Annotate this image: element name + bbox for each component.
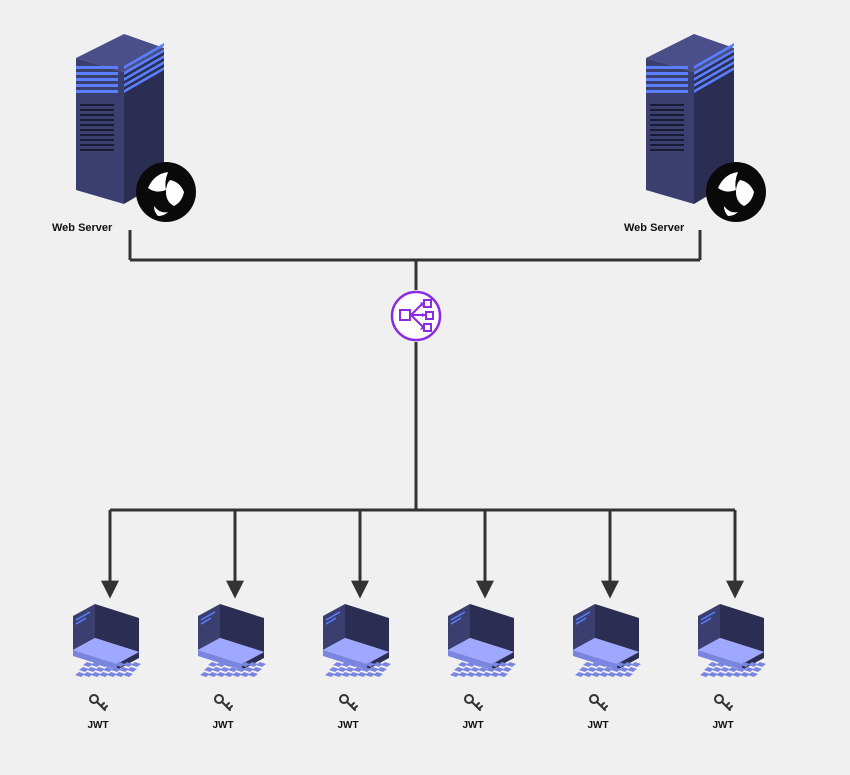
jwt-label: JWT [453, 720, 493, 731]
laptop-node [190, 600, 280, 685]
server-right [640, 30, 780, 235]
server-label: Web Server [52, 222, 112, 234]
diagram-canvas: Web Server Web Server [0, 0, 850, 775]
jwt-label: JWT [578, 720, 618, 731]
key-icon [212, 692, 234, 719]
key-icon [712, 692, 734, 719]
load-balancer-node [390, 290, 442, 347]
key-icon [462, 692, 484, 719]
key-icon [87, 692, 109, 719]
key-icon [587, 692, 609, 719]
laptop-node [440, 600, 530, 685]
server-label: Web Server [624, 222, 684, 234]
key-icon [337, 692, 359, 719]
server-left [70, 30, 210, 235]
jwt-label: JWT [78, 720, 118, 731]
jwt-label: JWT [328, 720, 368, 731]
laptop-node [690, 600, 780, 685]
laptop-node [65, 600, 155, 685]
jwt-label: JWT [203, 720, 243, 731]
jwt-label: JWT [703, 720, 743, 731]
laptop-node [315, 600, 405, 685]
laptop-node [565, 600, 655, 685]
